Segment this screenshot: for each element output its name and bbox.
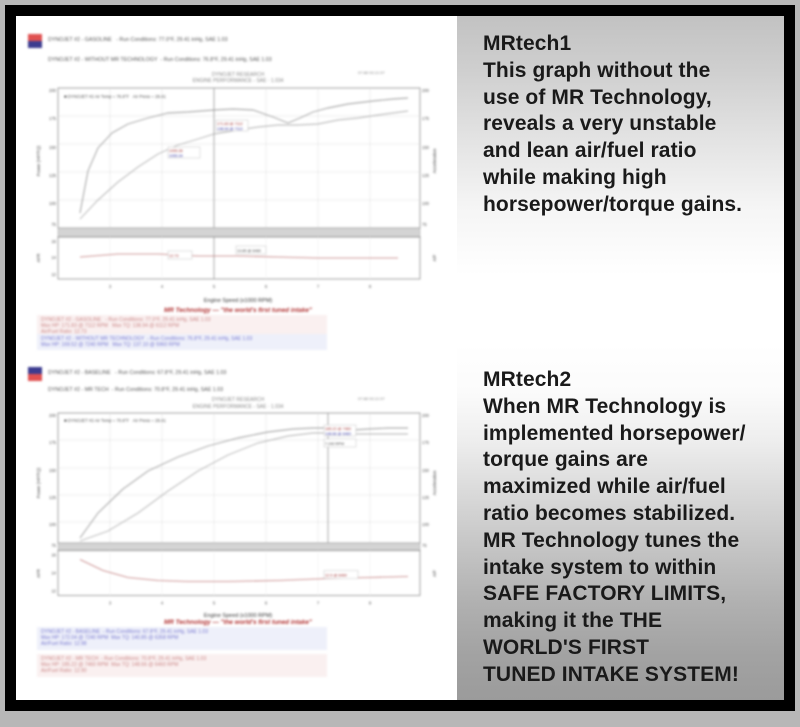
svg-text:175: 175 bbox=[49, 440, 57, 445]
svg-text:3: 3 bbox=[109, 600, 112, 605]
svg-text:7: 7 bbox=[317, 600, 320, 605]
svg-text:175: 175 bbox=[422, 440, 430, 445]
svg-text:100: 100 bbox=[422, 522, 430, 527]
svg-text:125: 125 bbox=[422, 495, 430, 500]
svg-text:8: 8 bbox=[369, 284, 372, 289]
svg-text:12.9 @ 6460: 12.9 @ 6460 bbox=[325, 573, 347, 577]
svg-text:175: 175 bbox=[49, 116, 57, 121]
svg-text:13.85 @ 6460: 13.85 @ 6460 bbox=[237, 249, 261, 253]
svg-text:14: 14 bbox=[51, 255, 56, 260]
svg-text:Acceleration: Acceleration bbox=[432, 470, 437, 495]
svg-text:75: 75 bbox=[51, 222, 56, 227]
svg-text:5: 5 bbox=[213, 600, 216, 605]
svg-text:100: 100 bbox=[49, 522, 57, 527]
svg-text:AFR: AFR bbox=[36, 253, 41, 263]
svg-text:175: 175 bbox=[422, 116, 430, 121]
svg-text:200: 200 bbox=[49, 88, 57, 93]
svg-text:200: 200 bbox=[422, 413, 430, 418]
svg-text:200: 200 bbox=[49, 413, 57, 418]
svg-text:8: 8 bbox=[369, 600, 372, 605]
svg-text:150: 150 bbox=[422, 145, 430, 150]
svg-text:1055.34: 1055.34 bbox=[169, 154, 183, 158]
svg-text:200: 200 bbox=[422, 88, 430, 93]
svg-text:■ DYNOJET #2 Air Temp = 76.8°F: ■ DYNOJET #2 Air Temp = 76.8°F Air Press… bbox=[64, 94, 166, 99]
svg-text:Power (HP/TQ): Power (HP/TQ) bbox=[36, 467, 41, 498]
svg-text:16: 16 bbox=[51, 552, 56, 557]
svg-text:Power (HP/TQ): Power (HP/TQ) bbox=[36, 145, 41, 176]
svg-text:5: 5 bbox=[213, 284, 216, 289]
svg-text:■ DYNOJET #2 Air Temp = 70.8°F: ■ DYNOJET #2 Air Temp = 70.8°F Air Press… bbox=[64, 418, 166, 423]
svg-text:A/F: A/F bbox=[432, 254, 437, 261]
svg-text:12: 12 bbox=[51, 272, 56, 277]
svg-text:125: 125 bbox=[49, 495, 57, 500]
svg-text:1055.36: 1055.36 bbox=[169, 149, 183, 153]
svg-text:75: 75 bbox=[422, 222, 427, 227]
svg-text:150: 150 bbox=[49, 145, 57, 150]
svg-text:75: 75 bbox=[51, 543, 56, 548]
svg-text:7.240 RPM: 7.240 RPM bbox=[325, 442, 344, 446]
svg-text:6: 6 bbox=[265, 600, 268, 605]
svg-text:7: 7 bbox=[317, 284, 320, 289]
svg-text:A/F: A/F bbox=[432, 569, 437, 576]
svg-text:148.66 @ 6460: 148.66 @ 6460 bbox=[325, 432, 351, 436]
svg-text:150: 150 bbox=[422, 468, 430, 473]
svg-text:125: 125 bbox=[422, 173, 430, 178]
svg-text:6: 6 bbox=[265, 284, 268, 289]
svg-text:12.73: 12.73 bbox=[169, 254, 179, 258]
svg-text:16: 16 bbox=[51, 239, 56, 244]
svg-text:75: 75 bbox=[422, 543, 427, 548]
svg-text:100: 100 bbox=[49, 201, 57, 206]
svg-text:14: 14 bbox=[51, 570, 56, 575]
svg-text:138.94 @ 7112: 138.94 @ 7112 bbox=[217, 127, 243, 131]
svg-text:171.83 @ 7112: 171.83 @ 7112 bbox=[217, 122, 243, 126]
svg-text:3: 3 bbox=[109, 284, 112, 289]
svg-text:125: 125 bbox=[49, 173, 57, 178]
svg-text:12: 12 bbox=[51, 588, 56, 593]
svg-text:100: 100 bbox=[422, 201, 430, 206]
svg-text:4: 4 bbox=[161, 284, 164, 289]
svg-text:4: 4 bbox=[161, 600, 164, 605]
svg-text:Acceleration: Acceleration bbox=[432, 148, 437, 173]
svg-text:150: 150 bbox=[49, 468, 57, 473]
svg-text:AFR: AFR bbox=[36, 568, 41, 578]
svg-text:185.22 @ 7460: 185.22 @ 7460 bbox=[325, 427, 351, 431]
